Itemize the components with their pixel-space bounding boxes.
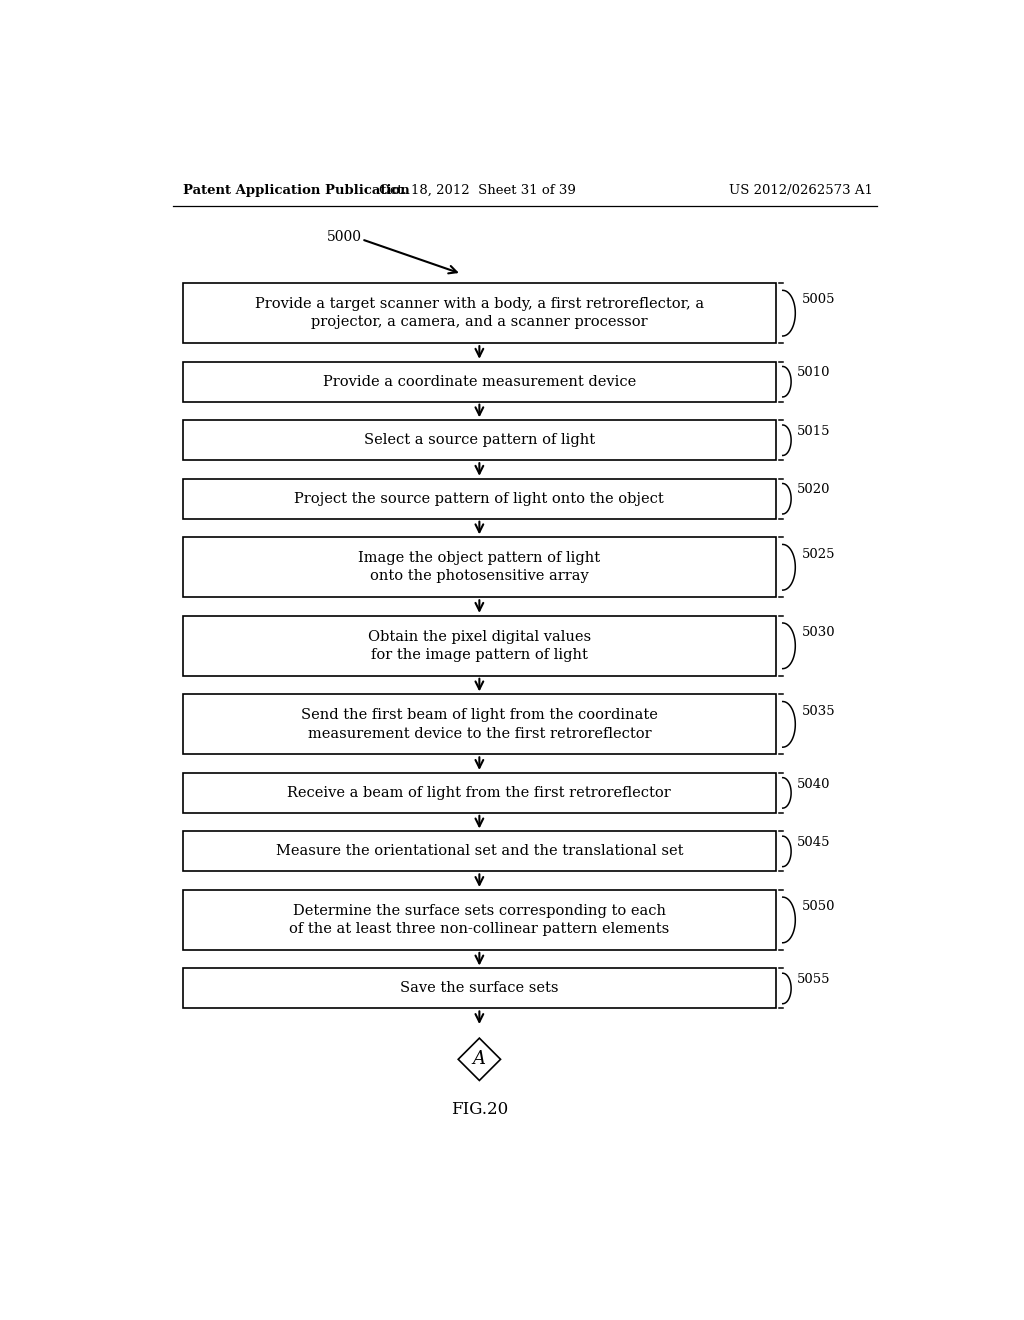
Text: 5050: 5050	[802, 900, 835, 913]
Text: 5040: 5040	[798, 777, 830, 791]
Text: 5015: 5015	[798, 425, 830, 438]
FancyBboxPatch shape	[183, 362, 776, 401]
Text: Provide a target scanner with a body, a first retroreflector, a
projector, a cam: Provide a target scanner with a body, a …	[255, 297, 703, 330]
Text: Send the first beam of light from the coordinate
measurement device to the first: Send the first beam of light from the co…	[301, 708, 657, 741]
FancyBboxPatch shape	[183, 890, 776, 950]
Text: 5000: 5000	[327, 230, 361, 244]
Text: Measure the orientational set and the translational set: Measure the orientational set and the tr…	[275, 845, 683, 858]
Text: 5030: 5030	[802, 626, 836, 639]
Text: Obtain the pixel digital values
for the image pattern of light: Obtain the pixel digital values for the …	[368, 630, 591, 663]
Text: A: A	[473, 1051, 485, 1068]
FancyBboxPatch shape	[183, 969, 776, 1008]
Text: 5055: 5055	[798, 973, 830, 986]
Text: 5010: 5010	[798, 367, 830, 379]
Text: 5025: 5025	[802, 548, 835, 561]
Text: Receive a beam of light from the first retroreflector: Receive a beam of light from the first r…	[288, 785, 672, 800]
FancyBboxPatch shape	[183, 537, 776, 598]
Text: Save the surface sets: Save the surface sets	[400, 982, 559, 995]
FancyBboxPatch shape	[183, 420, 776, 461]
Text: Determine the surface sets corresponding to each
of the at least three non-colli: Determine the surface sets corresponding…	[289, 904, 670, 936]
Text: FIG.20: FIG.20	[451, 1101, 508, 1118]
Text: Project the source pattern of light onto the object: Project the source pattern of light onto…	[295, 492, 665, 506]
FancyBboxPatch shape	[183, 774, 776, 813]
Text: Oct. 18, 2012  Sheet 31 of 39: Oct. 18, 2012 Sheet 31 of 39	[379, 185, 575, 197]
FancyBboxPatch shape	[183, 694, 776, 755]
Text: US 2012/0262573 A1: US 2012/0262573 A1	[728, 185, 872, 197]
Text: 5035: 5035	[802, 705, 836, 718]
Polygon shape	[458, 1038, 501, 1081]
Text: 5045: 5045	[798, 836, 830, 849]
Text: Image the object pattern of light
onto the photosensitive array: Image the object pattern of light onto t…	[358, 550, 600, 583]
FancyBboxPatch shape	[183, 832, 776, 871]
Text: Select a source pattern of light: Select a source pattern of light	[364, 433, 595, 447]
FancyBboxPatch shape	[183, 284, 776, 343]
FancyBboxPatch shape	[183, 479, 776, 519]
Text: Patent Application Publication: Patent Application Publication	[183, 185, 410, 197]
Text: 5020: 5020	[798, 483, 830, 496]
Text: Provide a coordinate measurement device: Provide a coordinate measurement device	[323, 375, 636, 388]
FancyBboxPatch shape	[183, 615, 776, 676]
Text: 5005: 5005	[802, 293, 835, 306]
